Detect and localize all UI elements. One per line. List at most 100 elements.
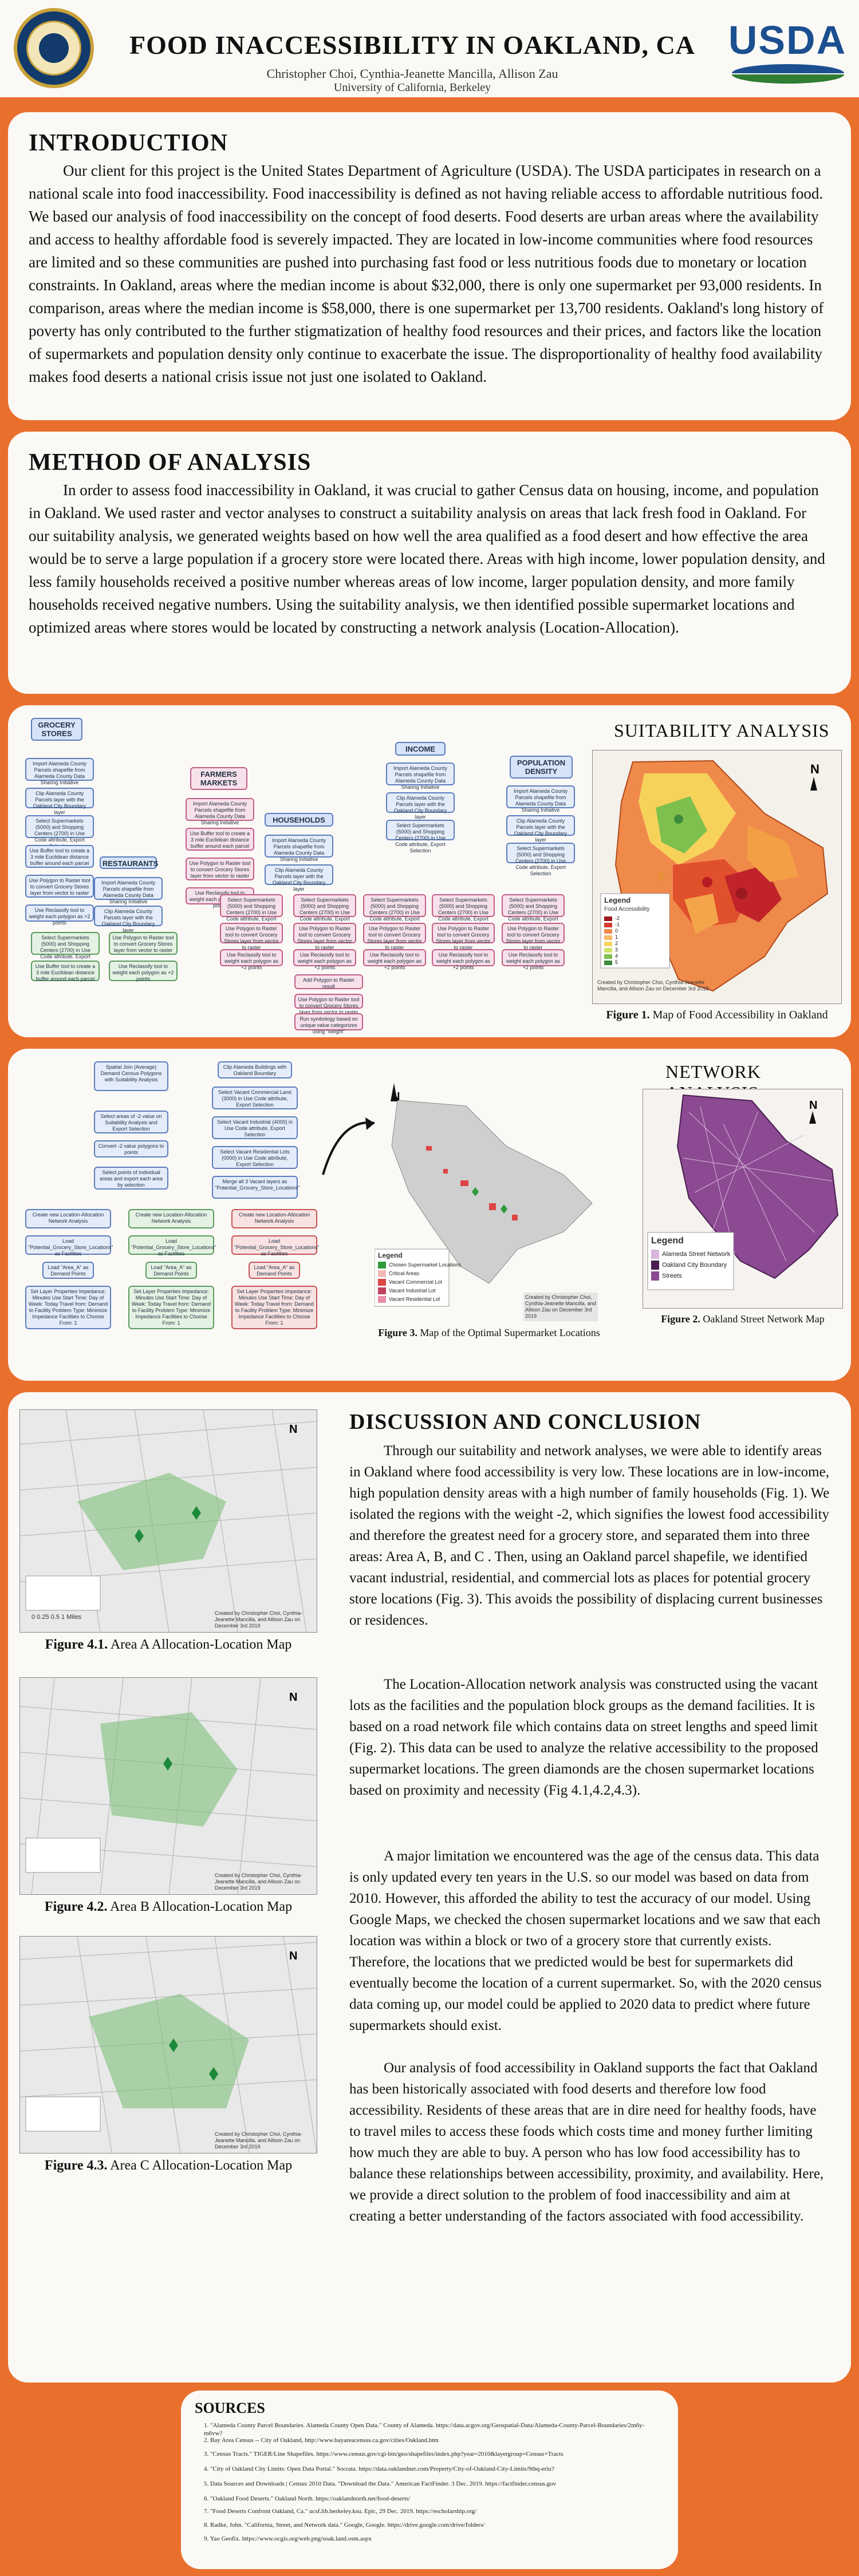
- flow-step: Add Polygon to Raster result: [294, 974, 363, 989]
- flow-step: Clip Alameda County Parcels layer with t…: [94, 906, 163, 933]
- source-item: 1. "Alameda County Parcel Boundaries. Al…: [204, 2422, 645, 2437]
- figure-4-2-caption: Figure 4.2. Area B Allocation-Location M…: [44, 1899, 293, 1914]
- discussion-paragraph-2: The Location-Allocation network analysis…: [349, 1677, 818, 1798]
- legend-item: Vacant Residential Lot: [378, 1296, 440, 1305]
- area-a-scale: 0 0.25 0.5 1 Miles: [31, 1614, 81, 1621]
- flow-step: Use Polygon to Raster tool to convert Gr…: [109, 932, 178, 955]
- flow-step: Select points of individual areas and ex…: [94, 1167, 168, 1190]
- street-legend-items: Alameda Street Network Oakland City Bound…: [651, 1250, 731, 1284]
- poster-authors: Christopher Choi, Cynthia-Jeanette Manci…: [266, 66, 558, 81]
- flow-step: Clip Alameda County Parcels layer with t…: [265, 864, 333, 892]
- flow-step: Load "Area_A" as Demand Points: [42, 1262, 94, 1279]
- flow-step: Load "Potential_Grocery_Store_Locations"…: [231, 1235, 319, 1257]
- legend-swatch: [604, 960, 612, 965]
- flow-step: Clip Alameda Buildings with Oakland Boun…: [218, 1061, 292, 1078]
- optimal-legend-title: Legend: [378, 1251, 403, 1259]
- suitability-panel: SUITABILITY ANALYSIS GROCERY STORES FARM…: [8, 705, 851, 1037]
- flow-step: Select Supermarkets (5000) and Shopping …: [502, 894, 565, 928]
- legend-item: Vacant Commercial Lot: [378, 1279, 442, 1287]
- flow-step: Use Buffer tool to create a 3 mile Eucli…: [31, 961, 100, 982]
- legend-swatch: [378, 1279, 386, 1286]
- area-a-map: N 0 0.25 0.5 1 Miles Created by Christop…: [19, 1409, 317, 1633]
- source-item: 7. "Food Deserts Confront Oakland, Ca." …: [204, 2508, 477, 2515]
- svg-text:N: N: [289, 1691, 297, 1704]
- flow-step: Import Alameda County Parcels shapefile …: [506, 785, 575, 813]
- flow-step: Clip Alameda County Parcels layer with t…: [506, 815, 575, 843]
- svg-text:N: N: [289, 1950, 297, 1962]
- introduction-panel: INTRODUCTION Our client for this project…: [8, 112, 851, 420]
- flow-step: Create new Location-Allocation Network A…: [25, 1209, 111, 1228]
- flow-step: Select Supermarkets (5000) and Shopping …: [220, 894, 283, 928]
- method-heading: METHOD OF ANALYSIS: [29, 449, 312, 476]
- introduction-heading: INTRODUCTION: [29, 130, 228, 156]
- flow-header-population: POPULATION DENSITY: [510, 756, 573, 779]
- figure-3-caption: Figure 3. Map of the Optimal Supermarket…: [378, 1327, 600, 1338]
- poster-university: University of California, Berkeley: [333, 81, 491, 94]
- legend-label: -2: [615, 915, 620, 921]
- source-item: 8. Radke, John. "California, Street, and…: [204, 2522, 485, 2528]
- food-accessibility-map: N Legend Food Accessibility -2 -1 0 1 2 3 4 5 C…: [592, 750, 842, 1004]
- flow-step: Use Polygon to Raster tool to convert Gr…: [432, 923, 495, 950]
- source-item: 5. Data Sources and Downloads | Census 2…: [204, 2480, 557, 2487]
- flow-step: Import Alameda County Parcels shapefile …: [25, 758, 94, 785]
- street-legend-title: Legend: [651, 1236, 684, 1246]
- flow-step: Select Vacant Residential Lots (0000) in…: [212, 1146, 298, 1169]
- legend-label: Streets: [662, 1272, 682, 1279]
- optimal-map-credit: Created by Christopher Choi, Cynthia-Jea…: [523, 1293, 598, 1321]
- introduction-text: Our client for this project is the Unite…: [29, 162, 824, 385]
- flow-step: Select Vacant Commercial Land (3000) in …: [212, 1086, 298, 1109]
- legend-label: Chosen Supermarket Locations: [389, 1262, 462, 1268]
- flow-step: Use Buffer tool to create a 3 mile Eucli…: [25, 845, 94, 868]
- flow-step: Select Supermarkets (5000) and Shopping …: [506, 843, 575, 876]
- legend-item: 0: [604, 928, 618, 934]
- uc-berkeley-seal-icon: [14, 8, 94, 88]
- legend-label: 4: [615, 953, 618, 959]
- area-c-credit: Created by Christopher Choi, Cynthia-Jea…: [215, 2131, 302, 2150]
- legend-swatch: [604, 954, 612, 959]
- legend-swatch: [378, 1270, 386, 1277]
- flow-step: Use Reclassify tool to weight each polyg…: [25, 904, 94, 926]
- legend-label: -1: [615, 922, 620, 927]
- legend-item: 3: [604, 947, 618, 953]
- discussion-paragraph-3: A major limitation we encountered was th…: [349, 1848, 822, 2033]
- flow-step: Load "Potential_Grocery_Store_Locations"…: [128, 1235, 216, 1257]
- source-item: 2. Bay Area Census -- City of Oakland, h…: [204, 2437, 439, 2444]
- legend-label: Vacant Industrial Lot: [389, 1287, 436, 1294]
- flow-header-households: HOUSEHOLDS: [265, 813, 333, 827]
- flow-step: Clip Alameda County Parcels layer with t…: [386, 792, 455, 820]
- flow-step: Select Vacant Industrial (4000) in Use C…: [212, 1116, 298, 1139]
- legend-label: Alameda Street Network: [662, 1250, 731, 1258]
- legend-item: 1: [604, 934, 618, 941]
- discussion-paragraph-4: Our analysis of food accessibility in Oa…: [349, 2060, 824, 2224]
- area-b-map: N Created by Christopher Choi, Cynthia-J…: [19, 1677, 317, 1895]
- flow-step: Select areas of -2 value on Suitability …: [94, 1111, 168, 1133]
- optimal-legend-items: Chosen Supermarket Locations Critical Are…: [378, 1262, 461, 1305]
- figure-4-1-caption: Figure 4.1. Area A Allocation-Location M…: [45, 1637, 292, 1652]
- flow-step: Spatial Join (Average) Demand Census Pol…: [94, 1061, 168, 1091]
- suitability-title: SUITABILITY ANALYSIS: [614, 720, 830, 741]
- source-item: 6. "Oakland Food Deserts." Oakland North…: [204, 2495, 411, 2502]
- flow-step: Create new Location-Allocation Network A…: [231, 1209, 317, 1228]
- legend-item: 2: [604, 941, 618, 947]
- flow-step: Import Alameda County Parcels shapefile …: [186, 798, 254, 825]
- flow-step: Use Polygon to Raster tool to convert Gr…: [293, 923, 356, 950]
- legend-item: 4: [604, 953, 618, 959]
- source-item: 9. Yao Geofix. https://www.ocgis.org/web…: [204, 2535, 372, 2542]
- legend-swatch: [651, 1261, 659, 1270]
- legend-label: 3: [615, 947, 618, 953]
- legend-swatch: [378, 1296, 386, 1303]
- flow-step: Load "Area_A" as Demand Points: [249, 1262, 300, 1279]
- legend-item: Oakland City Boundary: [651, 1261, 727, 1271]
- legend-swatch: [604, 935, 612, 940]
- flow-header-farmers: FARMERS MARKETS: [190, 767, 247, 790]
- sources-panel: SOURCES 1. "Alameda County Parcel Bounda…: [181, 2391, 678, 2569]
- legend-swatch: [604, 947, 612, 953]
- flow-step: Set Layer Properties Impedance: Minutes …: [231, 1286, 317, 1329]
- flow-step: Use Reclassify tool to weight each polyg…: [293, 949, 356, 970]
- legend-item: Streets: [651, 1271, 682, 1282]
- legend-swatch: [604, 929, 612, 934]
- legend-item: Alameda Street Network: [651, 1250, 730, 1261]
- discussion-panel: N 0 0.25 0.5 1 Miles Created by Christop…: [8, 1392, 851, 2383]
- flow-step: Select Supermarkets (5000) and Shopping …: [363, 894, 426, 928]
- legend-swatch: [378, 1262, 386, 1269]
